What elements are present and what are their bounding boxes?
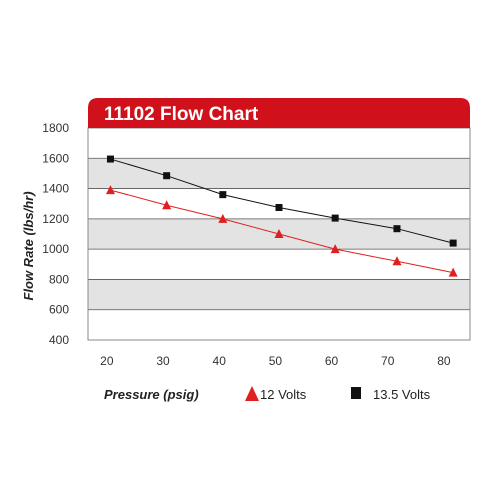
- y-tick-label: 1800: [42, 121, 69, 135]
- data-point-13-5-volts: [449, 239, 457, 247]
- x-axis-label: Pressure (psig): [104, 387, 199, 402]
- y-tick-label: 400: [49, 333, 69, 347]
- y-tick-label: 800: [49, 272, 69, 286]
- data-point-13-5-volts: [106, 155, 114, 163]
- data-point-12-volts: [330, 244, 340, 254]
- legend-label-13-5-volts: 13.5 Volts: [373, 387, 431, 402]
- chart-title: 11102 Flow Chart: [104, 104, 259, 125]
- legend: 12 Volts 13.5 Volts: [245, 386, 431, 402]
- y-axis-label: Flow Rate (lbs/hr): [21, 191, 36, 300]
- data-point-13-5-volts: [163, 172, 171, 180]
- y-tick-label: 1600: [42, 151, 69, 165]
- x-tick-label: 20: [100, 354, 114, 368]
- gridlines: [88, 157, 470, 311]
- data-point-12-volts: [448, 267, 458, 277]
- title-bar-background: [88, 98, 470, 128]
- legend-label-12-volts: 12 Volts: [260, 387, 307, 402]
- data-point-12-volts: [218, 213, 228, 223]
- x-tick-label: 60: [325, 354, 339, 368]
- y-tick-label: 1200: [42, 212, 69, 226]
- grid-band: [88, 158, 470, 189]
- y-tick-label: 1400: [42, 182, 69, 196]
- y-tick-labels: 400 600 800 1000 1200 1400 1600 1800: [42, 121, 69, 347]
- y-tick-label: 600: [49, 303, 69, 317]
- data-point-12-volts: [392, 256, 402, 266]
- x-tick-labels: 20 30 40 50 60 70 80: [100, 354, 451, 368]
- data-point-12-volts: [105, 185, 115, 195]
- x-tick-label: 70: [381, 354, 395, 368]
- data-point-12-volts: [162, 200, 172, 210]
- grid-band: [88, 279, 470, 310]
- data-point-13-5-volts: [275, 204, 283, 211]
- data-point-13-5-volts: [393, 225, 401, 233]
- data-point-13-5-volts: [331, 214, 339, 222]
- title-bar: 11102 Flow Chart: [88, 98, 470, 128]
- x-tick-label: 80: [437, 354, 451, 368]
- legend-marker-13-5-volts: [351, 387, 361, 399]
- x-tick-label: 50: [269, 354, 283, 368]
- data-point-13-5-volts: [219, 191, 227, 199]
- series-layer: [105, 155, 458, 277]
- y-tick-label: 1000: [42, 242, 69, 256]
- x-tick-label: 30: [156, 354, 170, 368]
- legend-marker-12-volts: [245, 386, 259, 401]
- data-point-12-volts: [274, 229, 284, 238]
- x-tick-label: 40: [213, 354, 227, 368]
